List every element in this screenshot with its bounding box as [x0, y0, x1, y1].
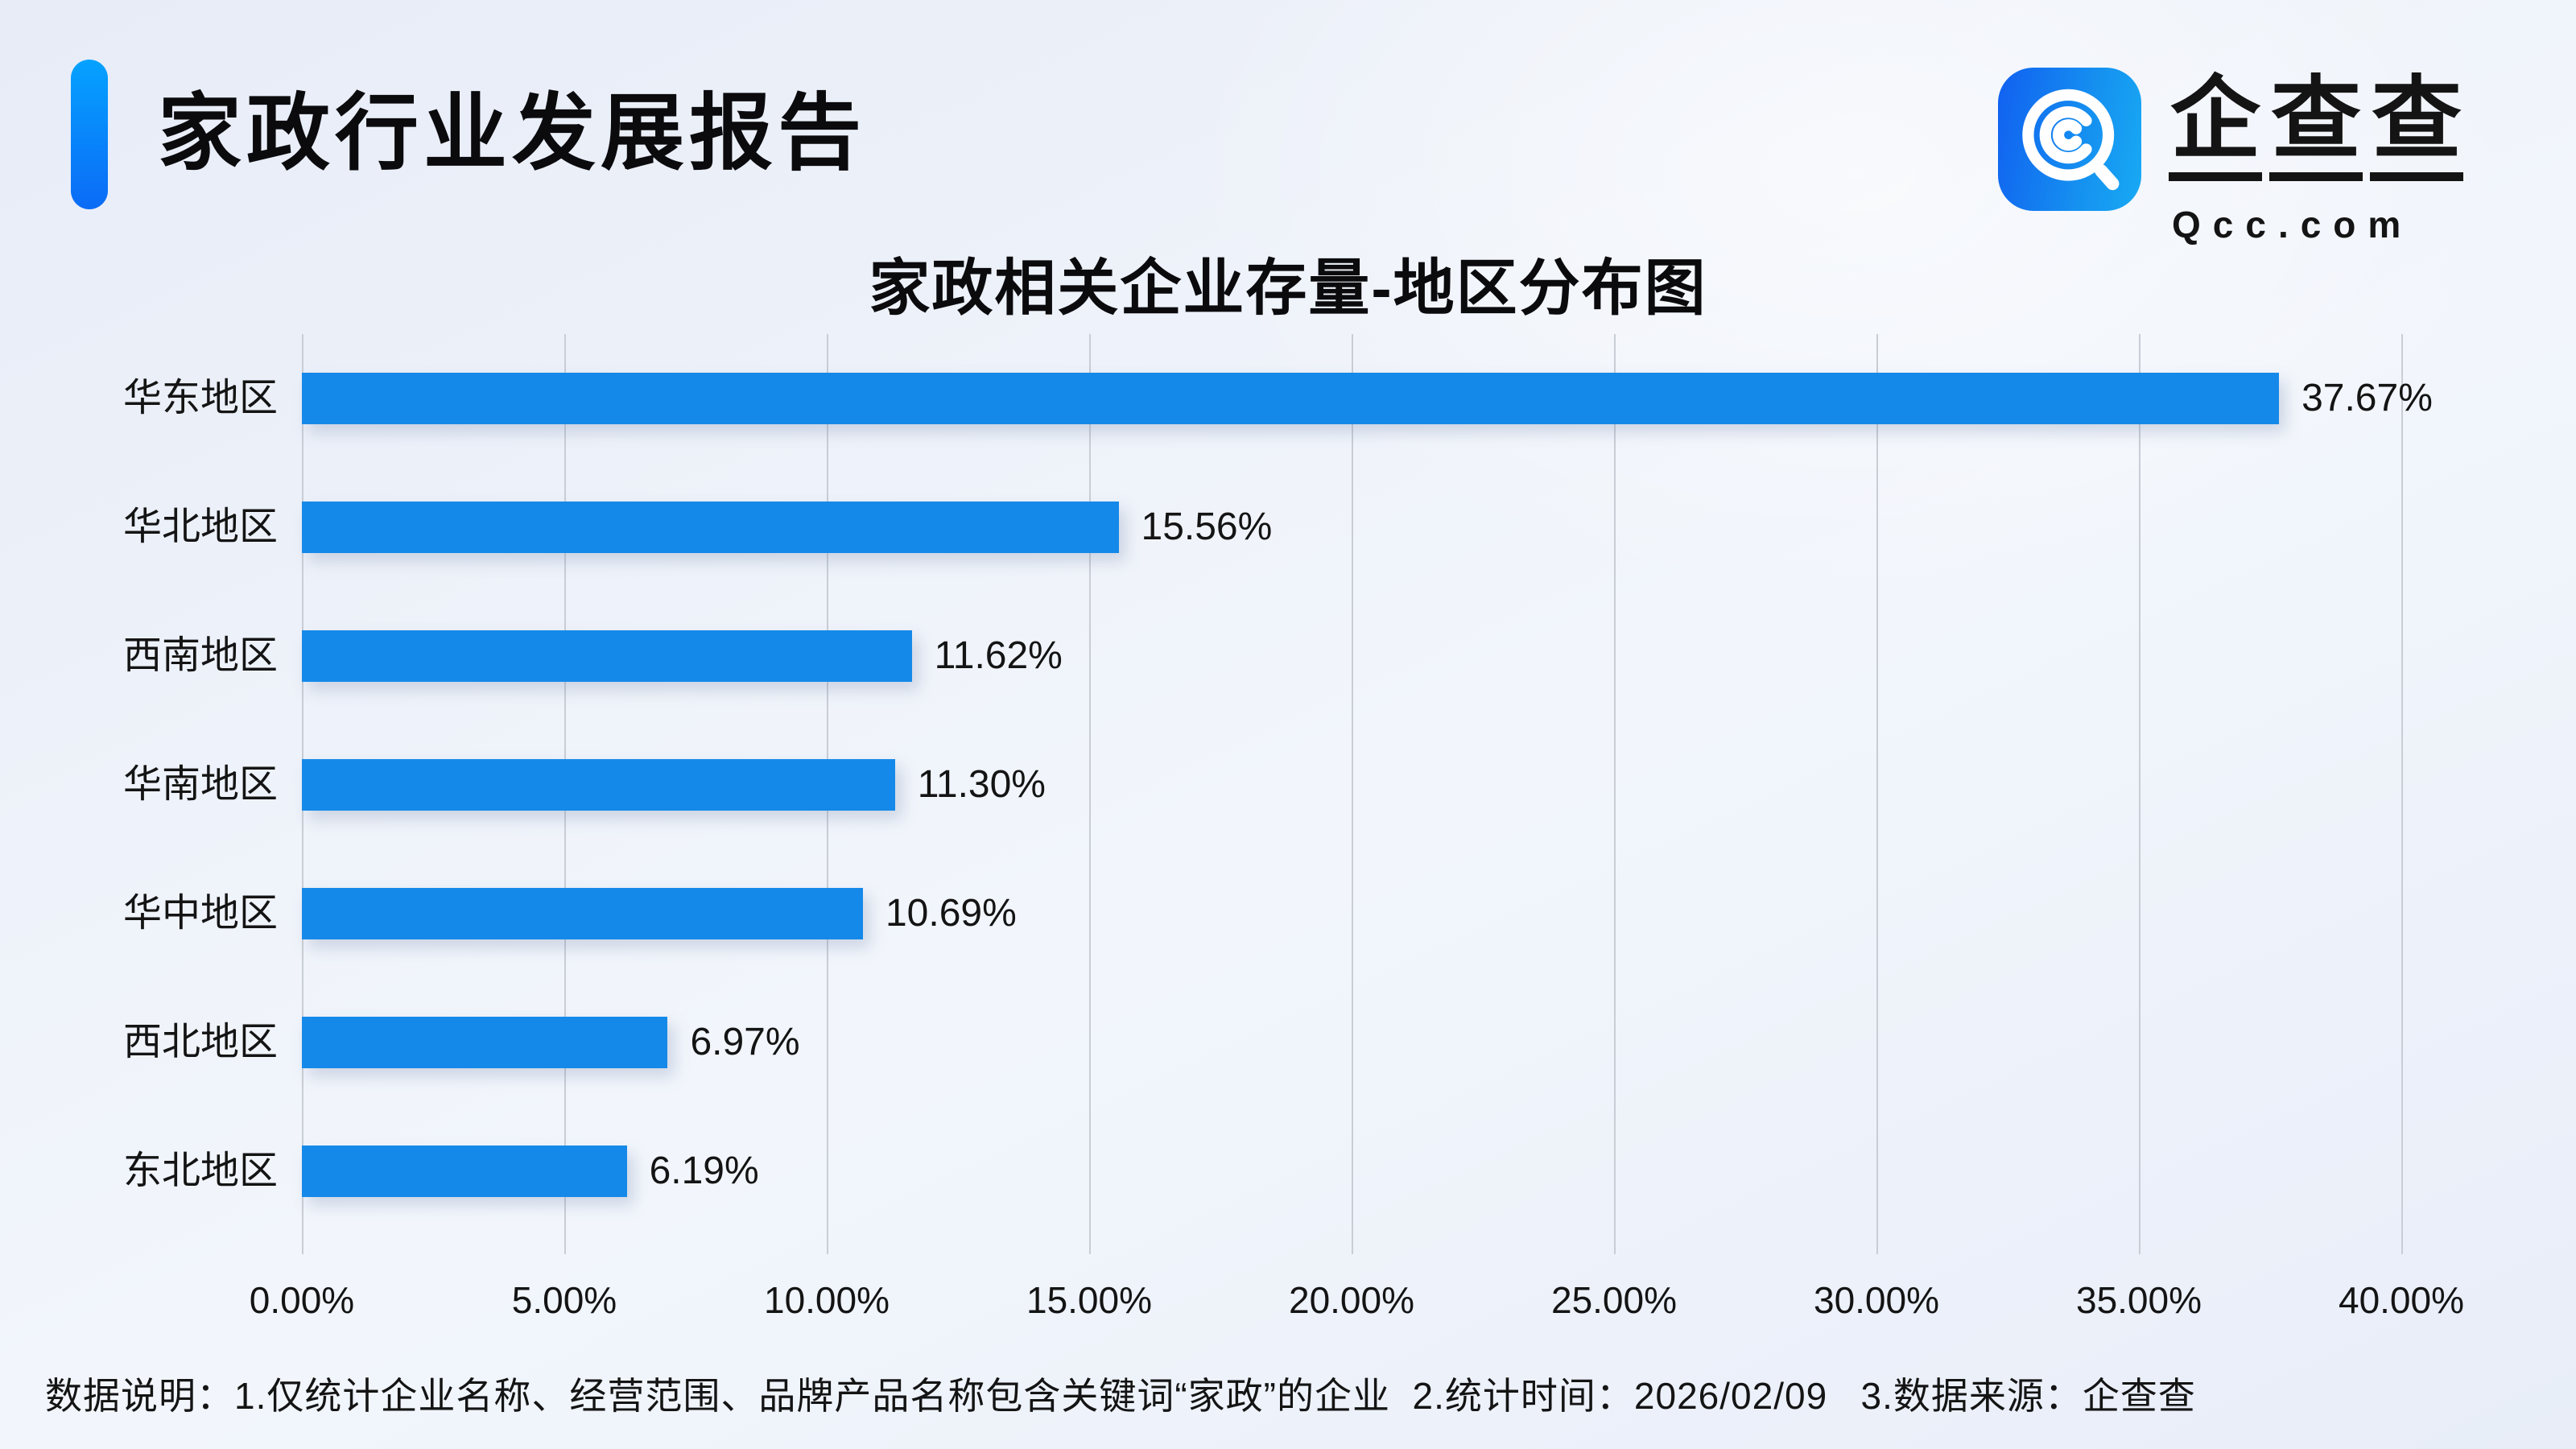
bar — [302, 1146, 627, 1197]
x-tick-label: 25.00% — [1550, 1279, 1677, 1321]
x-axis: 0.00% 5.00% 10.00% 15.00% 20.00% 25.00% 30.00%… — [250, 1278, 2491, 1335]
value-label: 11.62% — [934, 634, 1063, 677]
gridline — [2139, 334, 2140, 1254]
gridline — [2401, 334, 2403, 1254]
x-tick-label: 20.00% — [1288, 1279, 1414, 1321]
logo-brand-char: 查 — [2370, 74, 2463, 181]
bar — [302, 630, 912, 682]
bar — [302, 1017, 668, 1068]
x-tick-label: 5.00% — [511, 1279, 617, 1321]
category-label: 西北地区 — [122, 1021, 278, 1063]
bar-row: 东北地区 6.19% — [123, 1146, 2401, 1197]
bar-row: 华南地区 11.30% — [123, 759, 2401, 811]
category-label: 华北地区 — [122, 506, 278, 548]
x-tick-label: 30.00% — [1813, 1279, 1939, 1321]
qcc-magnifier-icon — [1998, 68, 2141, 211]
plot-area: 华东地区 37.67% 华北地区 15.56% 西南地区 11.62% 华南地区 11.30%… — [123, 334, 2491, 1254]
page-title: 家政行业发展报告 — [158, 87, 867, 180]
bar — [302, 759, 895, 811]
bar-row: 华东地区 37.67% — [123, 373, 2433, 424]
gridline — [1352, 334, 1353, 1254]
value-label: 15.56% — [1141, 506, 1273, 548]
x-tick-label: 0.00% — [249, 1279, 355, 1321]
x-tick-label: 15.00% — [1026, 1279, 1152, 1321]
category-label: 华东地区 — [122, 377, 278, 419]
bar — [302, 373, 2280, 424]
gridline — [1614, 334, 1616, 1254]
value-label: 37.67% — [2301, 377, 2433, 419]
category-label: 东北地区 — [122, 1150, 278, 1192]
value-label: 11.30% — [917, 763, 1046, 806]
gridline — [1876, 334, 1878, 1254]
chart-title: 家政相关企业存量-地区分布图 — [869, 254, 1707, 323]
data-note: 数据说明：1.仅统计企业名称、经营范围、品牌产品名称包含关键词“家政”的企业 2… — [45, 1375, 2196, 1417]
qcc-logo: 企查查 Qcc.com — [1998, 68, 2481, 246]
gridline — [1089, 334, 1091, 1254]
category-label: 华南地区 — [122, 763, 278, 806]
header-accent-bar — [71, 60, 108, 209]
logo-domain: Qcc.com — [2172, 204, 2413, 246]
value-label: 6.19% — [649, 1150, 759, 1192]
bar-row: 华北地区 15.56% — [123, 502, 2401, 553]
x-tick-label: 35.00% — [2075, 1279, 2202, 1321]
logo-brand-char: 查 — [2269, 74, 2363, 181]
x-tick-label: 10.00% — [763, 1279, 890, 1321]
logo-brand-name: 企查查 — [2169, 74, 2471, 181]
value-label: 10.69% — [885, 892, 1017, 935]
category-label: 华中地区 — [122, 892, 278, 935]
logo-brand-char: 企 — [2169, 74, 2262, 181]
bar-row: 西北地区 6.97% — [123, 1017, 2401, 1068]
x-tick-label: 40.00% — [2338, 1279, 2464, 1321]
bar-row: 华中地区 10.69% — [123, 888, 2401, 939]
bar-row: 西南地区 11.62% — [123, 630, 2401, 682]
value-label: 6.97% — [690, 1021, 800, 1063]
category-label: 西南地区 — [122, 634, 278, 677]
bar — [302, 888, 863, 939]
bar — [302, 502, 1119, 553]
